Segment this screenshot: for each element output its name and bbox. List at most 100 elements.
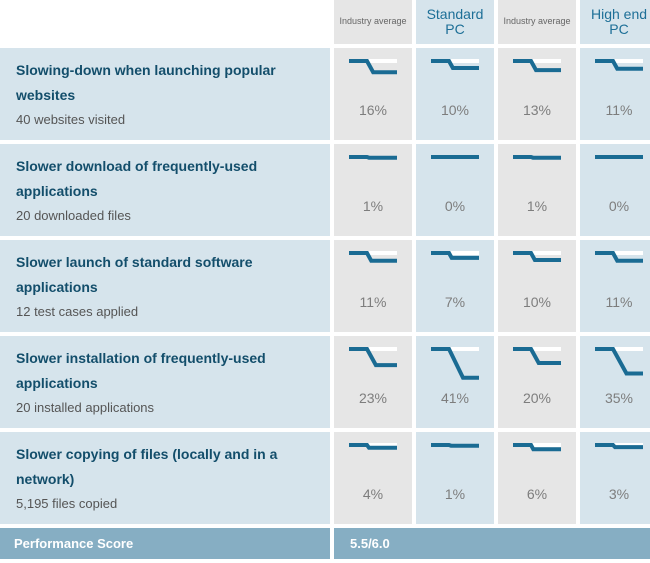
col-header-label: Industry average [503, 16, 571, 27]
row-title: Slower launch of standard software appli… [16, 254, 253, 295]
result-cell: 3% [580, 432, 650, 524]
slowdown-percent: 3% [608, 486, 630, 502]
result-cell: 4% [334, 432, 412, 524]
col-header-industry-2: Industry average [498, 0, 576, 44]
row-subtitle: 5,195 files copied [16, 496, 118, 511]
slowdown-line [349, 155, 397, 160]
slowdown-sparkline [513, 59, 561, 73]
result-cell: 6% [498, 432, 576, 524]
result-cell: 1% [498, 144, 576, 236]
row-label: Slower download of frequently-used appli… [0, 144, 330, 236]
slowdown-sparkline [349, 347, 397, 368]
slowdown-line [595, 59, 643, 71]
result-cell: 1% [334, 144, 412, 236]
slowdown-sparkline [513, 155, 561, 160]
result-cell: 35% [580, 336, 650, 428]
row-title: Slowing-down when launching popular webs… [16, 62, 276, 103]
slowdown-sparkline [513, 251, 561, 262]
col-header-industry-1: Industry average [334, 0, 412, 44]
slowdown-line [513, 155, 561, 160]
slowdown-line [431, 347, 479, 380]
slowdown-percent: 7% [444, 294, 466, 310]
row-label: Slower launch of standard software appli… [0, 240, 330, 332]
result-cell: 23% [334, 336, 412, 428]
slowdown-sparkline [431, 59, 479, 70]
slowdown-percent: 13% [522, 102, 552, 118]
slowdown-sparkline [431, 155, 479, 159]
slowdown-sparkline [595, 347, 643, 376]
col-header-label: Industry average [339, 16, 407, 27]
slowdown-line [349, 251, 397, 263]
slowdown-line [349, 59, 397, 75]
result-cell: 0% [416, 144, 494, 236]
slowdown-percent: 20% [522, 390, 552, 406]
slowdown-line [595, 251, 643, 263]
row-subtitle: 20 downloaded files [16, 208, 131, 223]
slowdown-line [595, 347, 643, 376]
slowdown-line [349, 347, 397, 368]
col-header-label: Standard PC [426, 6, 484, 37]
slowdown-line [431, 59, 479, 70]
row-title: Slower copying of files (locally and in … [16, 446, 278, 487]
result-cell: 41% [416, 336, 494, 428]
slowdown-percent: 6% [526, 486, 548, 502]
row-label: Slowing-down when launching popular webs… [0, 48, 330, 140]
slowdown-sparkline [349, 251, 397, 263]
slowdown-percent: 4% [362, 486, 384, 502]
result-cell: 10% [416, 48, 494, 140]
slowdown-sparkline [349, 155, 397, 160]
performance-score-value: 5.5/6.0 [334, 528, 650, 559]
result-cell: 16% [334, 48, 412, 140]
slowdown-percent: 23% [358, 390, 388, 406]
slowdown-sparkline [349, 443, 397, 450]
slowdown-percent: 11% [605, 294, 633, 310]
row-subtitle: 20 installed applications [16, 400, 155, 415]
slowdown-line [513, 347, 561, 365]
slowdown-percent: 11% [359, 294, 387, 310]
result-cell: 13% [498, 48, 576, 140]
slowdown-sparkline [595, 443, 643, 450]
row-subtitle: 40 websites visited [16, 112, 126, 127]
slowdown-line [349, 443, 397, 450]
slowdown-percent: 10% [522, 294, 552, 310]
col-header-standard-pc: Standard PC [416, 0, 494, 44]
result-cell: 0% [580, 144, 650, 236]
result-cell: 7% [416, 240, 494, 332]
slowdown-percent: 16% [358, 102, 388, 118]
result-cell: 10% [498, 240, 576, 332]
row-label: Slower copying of files (locally and in … [0, 432, 330, 524]
slowdown-percent: 1% [444, 486, 466, 502]
slowdown-sparkline [595, 59, 643, 71]
slowdown-percent: 0% [608, 198, 630, 214]
result-cell: 11% [580, 240, 650, 332]
slowdown-sparkline [431, 443, 479, 448]
result-cell: 20% [498, 336, 576, 428]
slowdown-line [513, 59, 561, 73]
row-label: Slower installation of frequently-used a… [0, 336, 330, 428]
slowdown-sparkline [349, 59, 397, 75]
result-cell: 11% [334, 240, 412, 332]
slowdown-sparkline [595, 251, 643, 263]
slowdown-percent: 0% [444, 198, 466, 214]
result-cell: 11% [580, 48, 650, 140]
slowdown-line [513, 251, 561, 262]
slowdown-sparkline [595, 155, 643, 159]
slowdown-line [595, 443, 643, 450]
slowdown-percent: 1% [362, 198, 384, 214]
slowdown-percent: 41% [440, 390, 470, 406]
slowdown-percent: 10% [440, 102, 470, 118]
row-title: Slower download of frequently-used appli… [16, 158, 258, 199]
slowdown-sparkline [513, 443, 561, 452]
slowdown-percent: 1% [526, 198, 548, 214]
result-cell: 1% [416, 432, 494, 524]
slowdown-percent: 35% [604, 390, 634, 406]
slowdown-line [513, 443, 561, 452]
slowdown-sparkline [431, 251, 479, 260]
slowdown-sparkline [431, 347, 479, 380]
col-header-high-end-pc: High end PC [580, 0, 650, 44]
row-title: Slower installation of frequently-used a… [16, 350, 266, 391]
row-subtitle: 12 test cases applied [16, 304, 139, 319]
slowdown-line [431, 251, 479, 260]
col-header-label: High end PC [590, 6, 648, 37]
